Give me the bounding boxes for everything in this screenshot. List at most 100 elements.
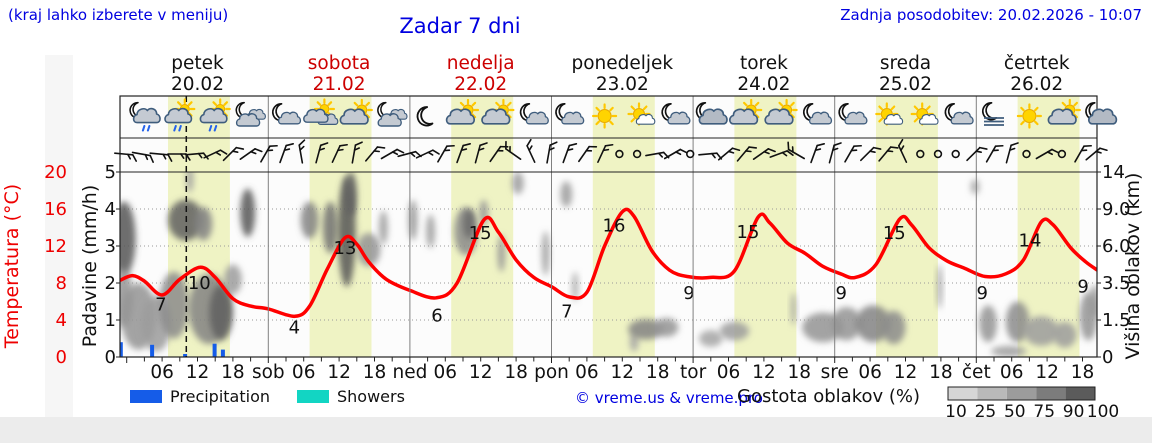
wind-barb-icon xyxy=(787,141,805,160)
hour-label: 18 xyxy=(646,362,670,383)
svg-text:16: 16 xyxy=(44,199,67,220)
cloud-icon xyxy=(764,108,794,125)
svg-text:3: 3 xyxy=(105,236,116,257)
cloud-icon xyxy=(199,107,228,124)
day-name: sobota xyxy=(308,53,371,74)
sun-icon xyxy=(1016,103,1043,129)
bottom-gray-strip xyxy=(0,417,1152,443)
wind-barb-icon xyxy=(752,148,776,160)
weather-icon-moon-fog xyxy=(981,102,1004,126)
cloud-icon xyxy=(132,107,161,124)
hour-label: 06 xyxy=(1000,362,1024,383)
cloud-blob xyxy=(120,201,136,276)
temperature-axis-label: Temperatura (°C) xyxy=(1,183,23,349)
wind-barb-icon xyxy=(365,146,386,162)
site-credit-link[interactable]: © vreme.us & vreme.pro xyxy=(575,389,763,407)
cloud-blob xyxy=(497,234,506,272)
precipitation-legend-label: Precipitation xyxy=(170,387,271,406)
density-tick: 50 xyxy=(1004,402,1026,422)
hour-label: 18 xyxy=(363,362,387,383)
wind-barb-icon xyxy=(298,139,306,164)
weather-icon-moon-cloud xyxy=(838,103,868,125)
svg-text:3.5: 3.5 xyxy=(1102,273,1131,294)
density-tick: 75 xyxy=(1033,402,1055,422)
calm-wind-icon xyxy=(1057,149,1067,159)
weather-icon-sun-cloud-small xyxy=(910,102,939,126)
wind-barb-icon xyxy=(562,143,578,164)
weather-icon-moon-clouds xyxy=(235,101,266,127)
svg-text:6.0: 6.0 xyxy=(1102,236,1131,257)
rain-icon xyxy=(208,125,218,132)
cloud-icon xyxy=(164,107,193,124)
cloud-blob xyxy=(379,210,388,245)
cloud-blob xyxy=(881,310,906,345)
cloud-blob xyxy=(541,231,550,276)
hour-label: 18 xyxy=(929,362,953,383)
temp-value: 6 xyxy=(431,305,442,326)
svg-text:2: 2 xyxy=(105,273,116,294)
precipitation-bars xyxy=(120,342,225,357)
svg-text:1: 1 xyxy=(105,310,116,331)
wind-barb-icon xyxy=(1085,147,1108,161)
svg-text:9.0: 9.0 xyxy=(1102,199,1131,220)
location-menu-hint: (kraj lahko izberete v meniju) xyxy=(8,6,229,24)
cloud-icon xyxy=(525,111,549,125)
cloud-icon xyxy=(277,111,302,125)
weather-icon-moon-rain xyxy=(129,101,161,132)
precip-bar xyxy=(120,342,123,357)
weather-icon-moon-cloud xyxy=(944,103,974,125)
cloud-icon xyxy=(808,111,833,125)
wind-barb-icon xyxy=(1035,148,1060,160)
cloud-blob xyxy=(224,264,242,295)
weather-icon-moon-cloud xyxy=(555,103,585,125)
hour-label: 06 xyxy=(292,362,316,383)
calm-wind-icon xyxy=(615,149,624,159)
weather-icons-row xyxy=(129,98,1118,132)
wind-barbs-row xyxy=(114,138,1108,164)
weather-icon-sun-clouds xyxy=(303,98,339,125)
weather-icon-sun-cloud xyxy=(1047,98,1081,125)
cloud-blob xyxy=(831,307,862,341)
cloud-blob xyxy=(628,319,664,340)
cloud-blob xyxy=(426,214,435,248)
fog-icon xyxy=(984,117,1004,126)
day-name: torek xyxy=(740,53,788,74)
moon-icon xyxy=(416,106,434,127)
temp-value: 13 xyxy=(334,238,357,259)
hour-label: 18 xyxy=(788,362,812,383)
calm-wind-icon xyxy=(933,149,943,159)
weather-icon-sun-rain xyxy=(164,98,196,132)
weather-icon-sun-cloud xyxy=(445,98,480,125)
cloud-blob xyxy=(194,207,213,241)
day-date: 23.02 xyxy=(596,74,649,95)
showers-legend-swatch xyxy=(297,390,329,403)
day-date: 21.02 xyxy=(313,74,366,95)
svg-text:5: 5 xyxy=(105,162,116,183)
cloud-blob xyxy=(791,292,796,326)
hour-label: 06 xyxy=(575,362,599,383)
rain-icon xyxy=(173,125,182,132)
cloud-blob xyxy=(654,318,679,337)
cloud-blob xyxy=(322,201,338,254)
cloud-blob xyxy=(699,330,723,347)
wind-barb-icon xyxy=(860,146,882,162)
temp-value: 9 xyxy=(835,283,846,304)
rain-icon xyxy=(141,125,151,132)
cloud-blob xyxy=(209,284,233,341)
cloud-icon xyxy=(728,108,759,125)
temp-value: 16 xyxy=(603,216,626,237)
weather-icon-moon-cloud-dark xyxy=(695,102,728,125)
temp-value: 15 xyxy=(883,223,906,244)
svg-text:1.5: 1.5 xyxy=(1102,310,1131,331)
weather-icon-sun-cloud-small xyxy=(627,102,656,126)
weather-icon-moon-cloud xyxy=(661,103,691,125)
cloud-blob xyxy=(356,233,381,267)
wind-barb-icon xyxy=(769,150,794,158)
cloud-blob xyxy=(512,172,524,195)
wind-barb-icon xyxy=(456,143,471,164)
cloud-blob xyxy=(1023,316,1059,346)
day-name: sreda xyxy=(880,53,931,74)
cloud-icon xyxy=(698,108,728,125)
